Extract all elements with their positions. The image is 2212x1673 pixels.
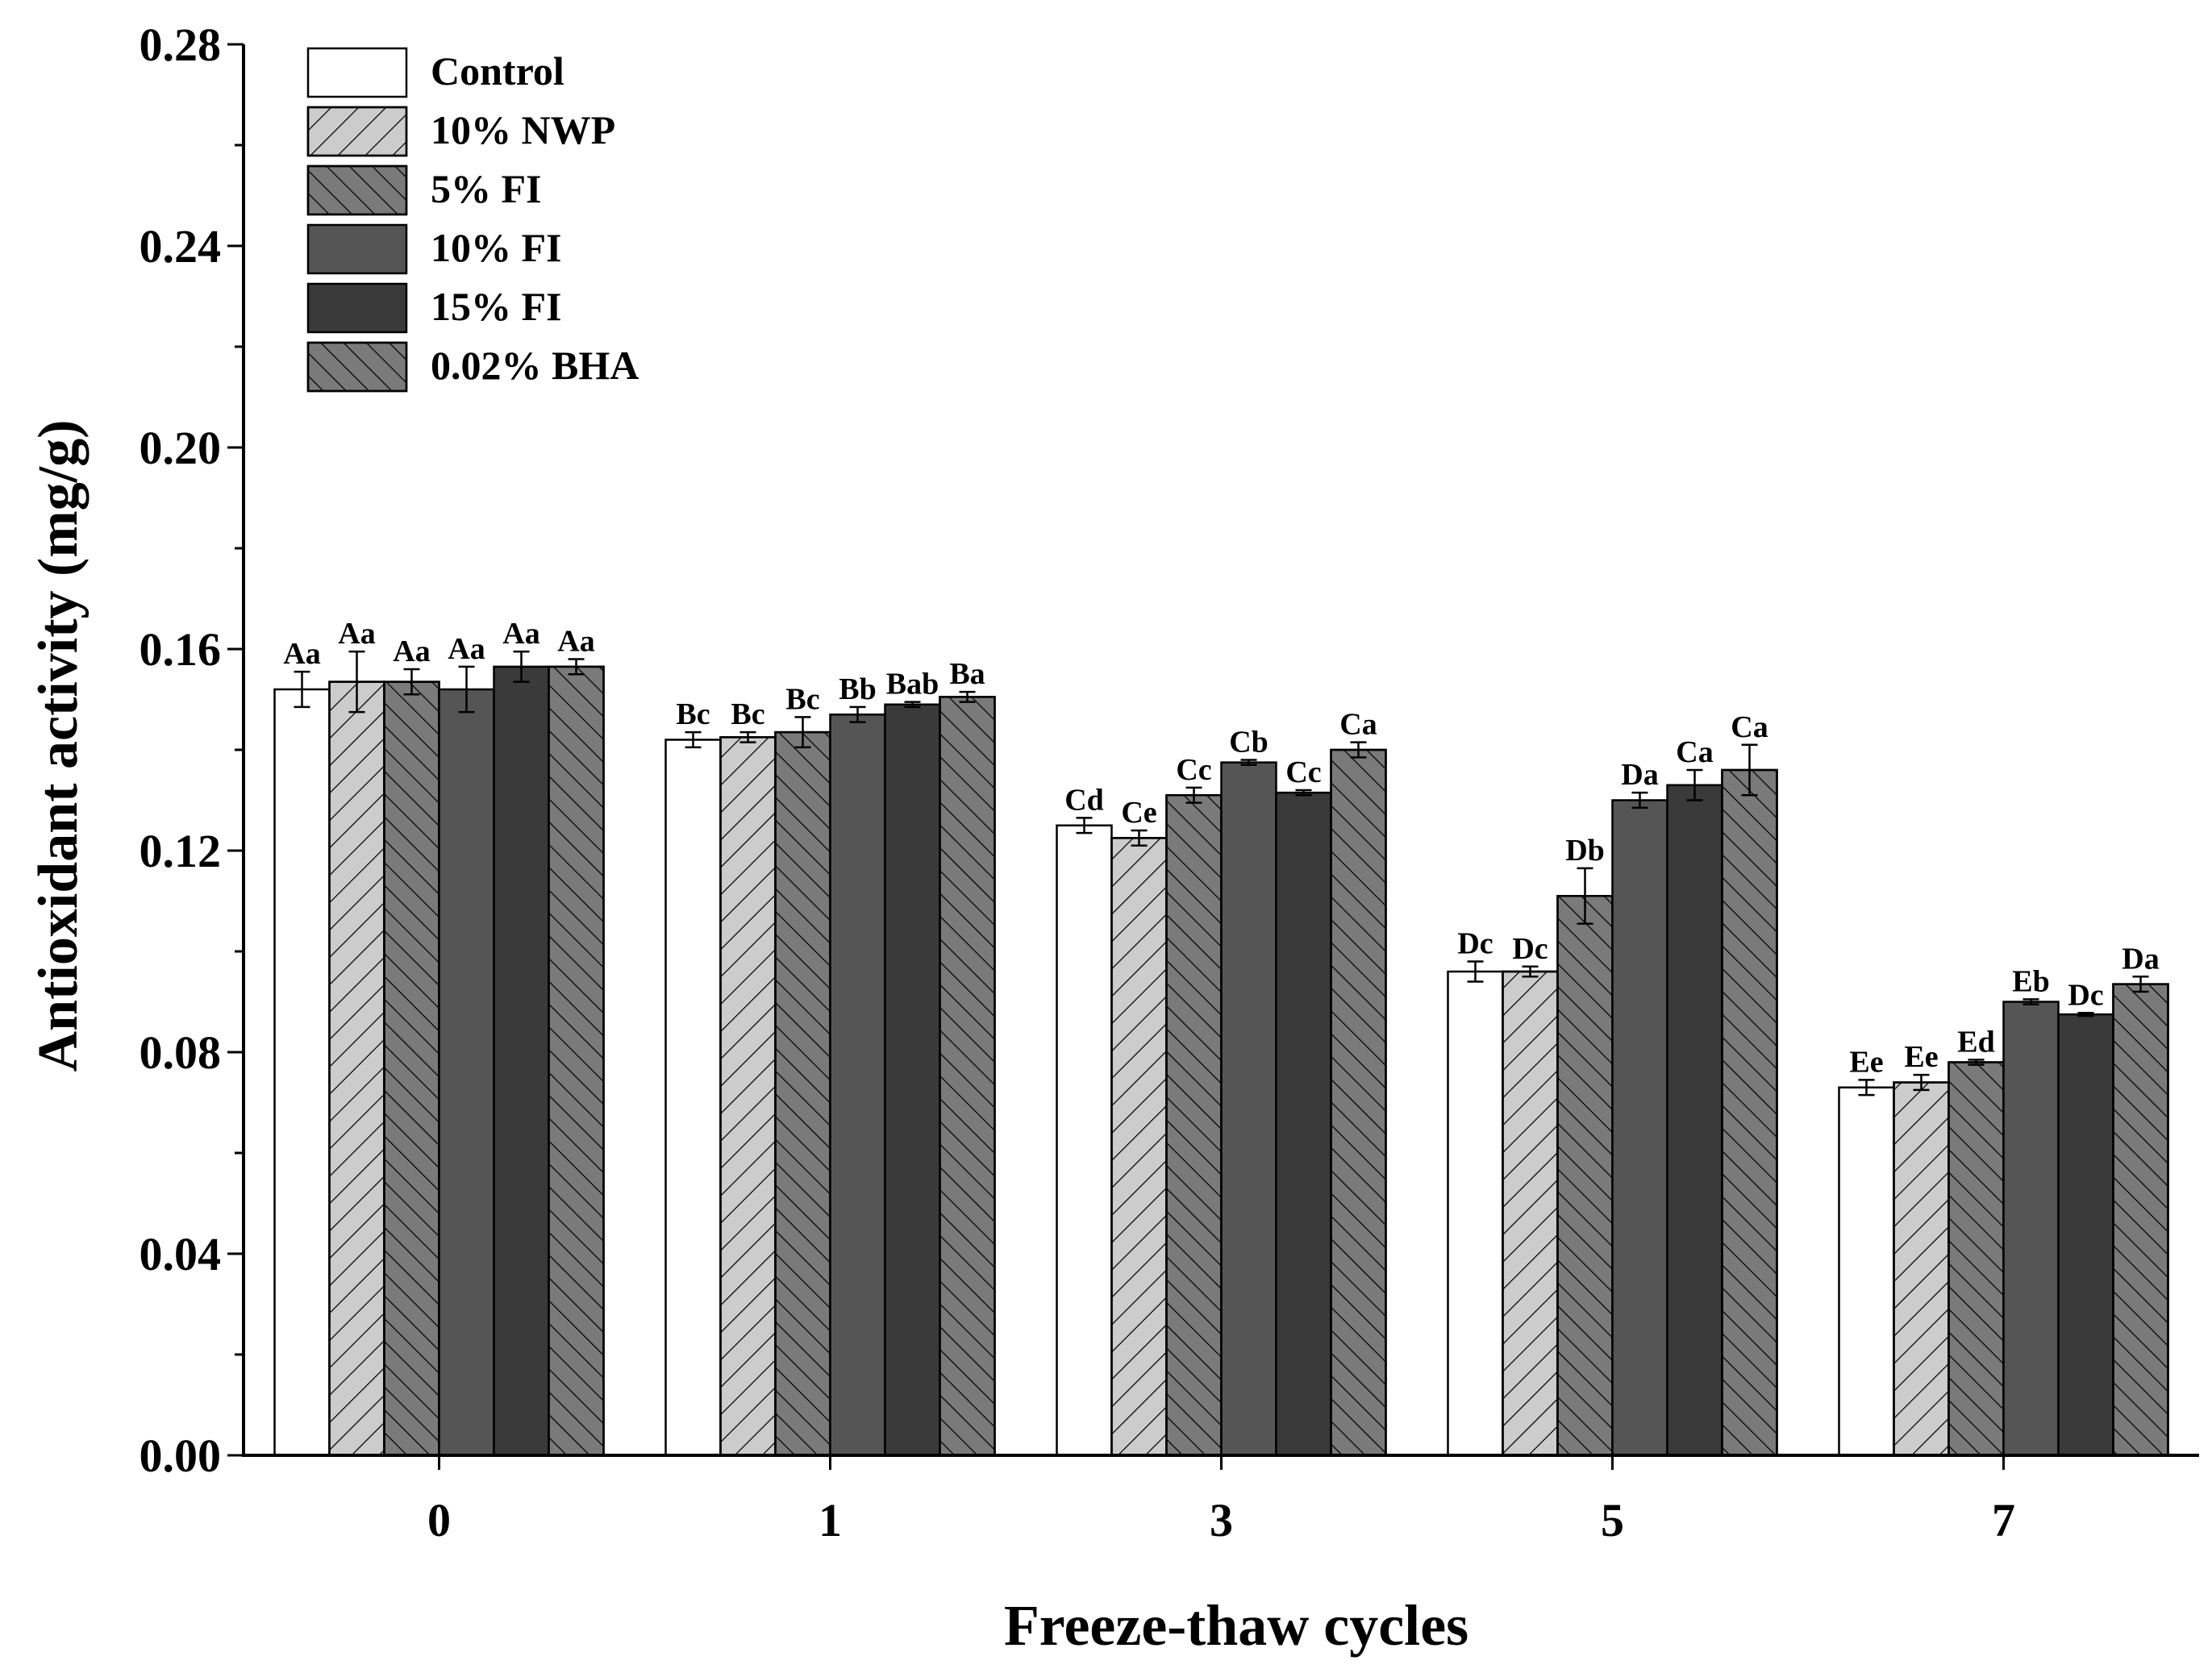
data-label: Bab [886, 668, 939, 701]
data-label: Da [1621, 758, 1658, 792]
legend-swatch-hatch [306, 164, 408, 216]
y-tick-label: 0.24 [140, 220, 222, 273]
data-label: Dc [2068, 978, 2103, 1012]
bar-hatch [383, 680, 440, 1457]
bar-hatch [1556, 895, 1614, 1457]
bar [1666, 784, 1723, 1457]
data-label: Ca [1676, 735, 1713, 769]
x-tick-label: 5 [1601, 1494, 1624, 1546]
x-tick-label: 7 [1992, 1494, 2015, 1546]
bar-hatch [1110, 837, 1168, 1457]
bar [664, 739, 722, 1457]
bar [2002, 1001, 2060, 1457]
bar [1838, 1086, 1895, 1457]
legend-label: 10% FI [431, 225, 562, 270]
legend-swatch-hatch [306, 341, 408, 393]
bar [1447, 970, 1504, 1457]
y-tick-label: 0.04 [140, 1228, 222, 1280]
bar [1275, 791, 1332, 1457]
data-label: Aa [502, 617, 539, 651]
legend-label: Control [431, 48, 564, 94]
bar-hatch [719, 736, 777, 1457]
y-tick-label: 0.16 [140, 623, 222, 676]
y-tick-label: 0.08 [140, 1026, 222, 1079]
data-label: Ee [1904, 1040, 1938, 1074]
data-label: Ed [1957, 1025, 1994, 1059]
data-label: Aa [557, 625, 594, 659]
bar [438, 688, 495, 1457]
bar-hatch [939, 696, 996, 1457]
legend-label: 5% FI [431, 166, 542, 211]
bar-hatch [548, 665, 605, 1457]
y-axis-title: Antioxidant activity (mg/g) [27, 420, 90, 1072]
bar-hatch [1502, 970, 1559, 1457]
y-tick-label: 0.00 [140, 1430, 222, 1482]
data-label: Ca [1339, 708, 1377, 742]
bar [884, 703, 941, 1457]
data-label: Dc [1512, 932, 1548, 966]
bar-hatch [774, 730, 831, 1457]
bar [829, 714, 886, 1457]
bar-hatch [1947, 1061, 2005, 1457]
data-label: Bb [839, 672, 876, 706]
bar [2057, 1013, 2114, 1457]
bar [273, 688, 331, 1457]
legend-label: 0.02% BHA [431, 343, 639, 388]
bar-hatch [328, 680, 385, 1457]
legend-label: 15% FI [431, 284, 562, 329]
data-label: Aa [393, 635, 430, 668]
legend-swatch-hatch [306, 106, 408, 157]
data-label: Db [1565, 834, 1605, 868]
bar-hatch [1330, 748, 1387, 1457]
x-tick-label: 0 [427, 1494, 451, 1546]
legend: Control 10% NWP 5% FI 10% FI 15% FI 0.02% BHA [306, 47, 639, 393]
x-axis-title: Freeze-thaw cycles [1004, 1593, 1468, 1658]
data-label: Ce [1121, 796, 1156, 830]
data-label: Eb [2012, 964, 2049, 998]
bar-hatch [2112, 983, 2169, 1457]
x-tick-label: 3 [1210, 1494, 1233, 1546]
data-label: Ca [1731, 710, 1768, 744]
x-tick-label: 1 [819, 1494, 842, 1546]
bar-hatch [1893, 1081, 1950, 1457]
data-label: Cd [1064, 783, 1104, 817]
bar [1611, 799, 1668, 1457]
legend-label: 10% NWP [431, 107, 615, 152]
data-label: Ba [949, 657, 985, 691]
data-label: Bc [785, 682, 819, 716]
data-label: Bc [731, 697, 764, 731]
data-label: Da [2122, 942, 2159, 976]
data-label: Bc [676, 697, 710, 731]
bars-layer: Aa Aa Aa Aa Aa Aa Bc Bc Bc Bb Bab Ba Cd Ce Cc Cb Cc Ca Dc D… [273, 617, 2169, 1457]
legend-swatch [306, 223, 408, 275]
data-label: Ee [1849, 1045, 1883, 1079]
axes-layer: 0 1 3 5 7 0.00 0.04 0.08 0.12 0.16 0.20 0.24 0.28 [140, 19, 2199, 1546]
legend-swatch [306, 282, 408, 334]
y-tick-label: 0.20 [140, 422, 222, 474]
bar [493, 665, 550, 1457]
bar [1220, 761, 1277, 1457]
data-label: Aa [283, 637, 320, 671]
bar [1056, 824, 1113, 1457]
data-label: Aa [338, 617, 375, 651]
data-label: Cc [1285, 755, 1321, 789]
data-label: Cb [1229, 726, 1268, 760]
y-tick-label: 0.28 [140, 19, 222, 71]
legend-swatch [306, 47, 408, 98]
data-label: Cc [1176, 753, 1211, 787]
y-tick-label: 0.12 [140, 825, 222, 877]
bar-hatch [1165, 794, 1223, 1457]
data-label: Aa [448, 632, 485, 666]
data-label: Dc [1457, 927, 1493, 961]
bar-hatch [1721, 768, 1778, 1457]
